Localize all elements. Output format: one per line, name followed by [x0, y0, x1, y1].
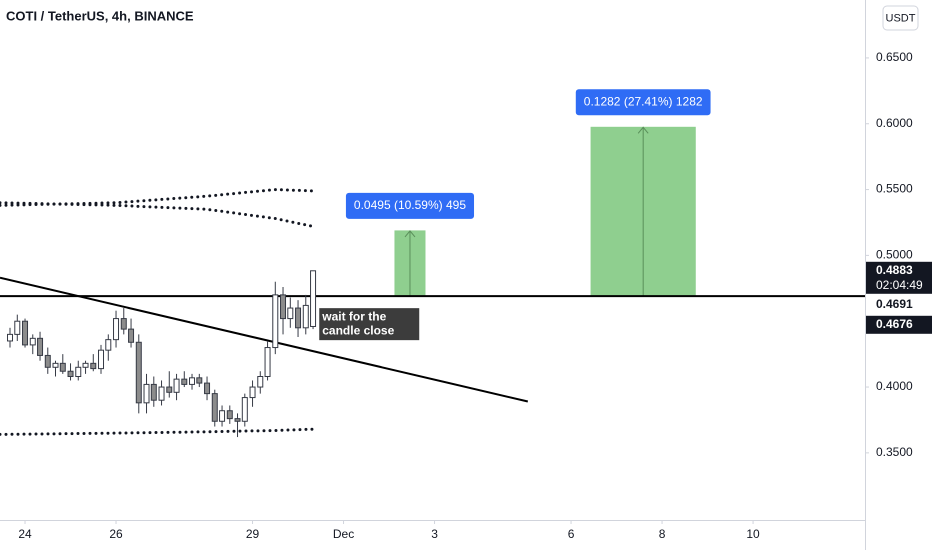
price-label-bg: [866, 295, 932, 314]
candle-body: [29, 337, 36, 346]
price-label: 0.4883: [876, 263, 913, 277]
candle-body: [272, 294, 279, 349]
measure-label-bg: [575, 89, 711, 116]
candle-body: [280, 294, 287, 320]
y-tick-label: 0.6500: [876, 50, 913, 64]
candle-body: [226, 410, 233, 420]
candle-body: [135, 341, 142, 404]
y-tick-label: 0.3500: [876, 445, 913, 459]
candle-body: [44, 354, 51, 368]
x-tick-label: 29: [246, 527, 260, 541]
measure-arrow-head: [637, 126, 649, 134]
candle-body: [82, 362, 89, 368]
candle-body: [7, 333, 14, 342]
x-tick-label: 8: [659, 527, 666, 541]
candle-body: [310, 270, 317, 327]
countdown: 02:04:49: [876, 278, 923, 292]
chart-title: COTI / TetherUS, 4h, BINANCE: [6, 8, 194, 23]
measure-arrow-head: [404, 230, 416, 238]
annotation-text: wait for the: [321, 309, 386, 323]
candle-body: [219, 410, 226, 422]
price-label: 0.4691: [876, 297, 913, 311]
candle-body: [90, 362, 97, 370]
dotted-line: [0, 427, 315, 436]
candle-body: [234, 418, 241, 422]
trendline: [0, 276, 529, 403]
measure-label-bg: [345, 192, 475, 219]
price-label: 0.4676: [876, 317, 913, 331]
measure-label: 0.1282 (27.41%) 1282: [584, 94, 703, 108]
x-tick-label: 3: [431, 527, 438, 541]
candle-body: [166, 386, 173, 393]
annotation-text: candle close: [322, 323, 394, 337]
candle-body: [37, 337, 44, 356]
candle-body: [264, 347, 271, 378]
price-label-bg: [866, 261, 932, 294]
y-tick-label: 0.6000: [876, 116, 913, 130]
annotation-bg: [319, 308, 420, 341]
candle-body: [75, 366, 82, 378]
currency-label[interactable]: USDT: [886, 12, 916, 24]
candle-body: [211, 393, 218, 422]
y-tick-label: 0.4000: [876, 379, 913, 393]
candle-body: [158, 386, 165, 401]
x-tick-label: 24: [18, 527, 32, 541]
measure-label: 0.0495 (10.59%) 495: [354, 198, 466, 212]
candle-body: [241, 397, 248, 422]
dotted-line: [0, 201, 315, 228]
candle-body: [67, 370, 74, 378]
x-tick-label: 10: [746, 527, 760, 541]
y-tick-label: 0.5500: [876, 182, 913, 196]
candle-body: [105, 339, 112, 351]
candle-body: [22, 320, 29, 346]
candle-body: [204, 382, 211, 395]
x-tick-label: Dec: [333, 527, 354, 541]
currency-button[interactable]: [882, 5, 919, 31]
candle-body: [98, 349, 105, 370]
candle-body: [189, 377, 196, 385]
candle-body: [120, 318, 127, 330]
candle-body: [143, 383, 150, 404]
candle-body: [173, 378, 180, 393]
candle-body: [287, 307, 294, 320]
candle-body: [181, 378, 188, 385]
y-tick-label: 0.5000: [876, 248, 913, 262]
candle-body: [14, 320, 21, 335]
x-tick-label: 6: [568, 527, 575, 541]
candle-body: [295, 307, 302, 329]
candle-body: [113, 318, 120, 341]
candle-body: [52, 362, 59, 368]
candle-body: [249, 386, 256, 399]
candle-body: [128, 328, 135, 343]
candle-body: [302, 304, 309, 329]
x-tick-label: 26: [109, 527, 123, 541]
candle-body: [196, 377, 203, 384]
candle-body: [257, 376, 264, 388]
candle-body: [59, 362, 66, 372]
price-label-bg: [866, 315, 932, 334]
candle-body: [150, 383, 157, 401]
